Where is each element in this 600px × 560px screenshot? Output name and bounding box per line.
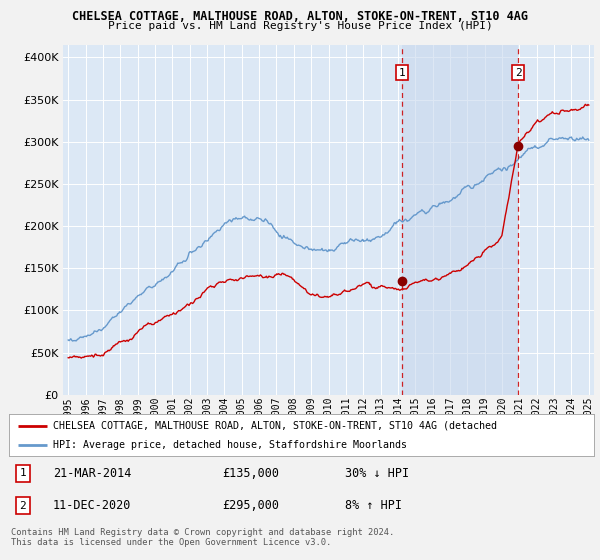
Text: CHELSEA COTTAGE, MALTHOUSE ROAD, ALTON, STOKE-ON-TRENT, ST10 4AG: CHELSEA COTTAGE, MALTHOUSE ROAD, ALTON, …	[72, 10, 528, 23]
Text: 8% ↑ HPI: 8% ↑ HPI	[346, 499, 403, 512]
Text: 30% ↓ HPI: 30% ↓ HPI	[346, 467, 409, 480]
Text: £295,000: £295,000	[223, 499, 280, 512]
Bar	[402, 45, 518, 395]
Text: 11-DEC-2020: 11-DEC-2020	[53, 499, 131, 512]
Text: Price paid vs. HM Land Registry's House Price Index (HPI): Price paid vs. HM Land Registry's House …	[107, 21, 493, 31]
Text: £135,000: £135,000	[223, 467, 280, 480]
Text: 2: 2	[20, 501, 26, 511]
Text: 2: 2	[515, 68, 522, 78]
Text: 1: 1	[20, 468, 26, 478]
Text: HPI: Average price, detached house, Staffordshire Moorlands: HPI: Average price, detached house, Staf…	[53, 440, 407, 450]
Text: Contains HM Land Registry data © Crown copyright and database right 2024.
This d: Contains HM Land Registry data © Crown c…	[11, 528, 394, 547]
Text: CHELSEA COTTAGE, MALTHOUSE ROAD, ALTON, STOKE-ON-TRENT, ST10 4AG (detached: CHELSEA COTTAGE, MALTHOUSE ROAD, ALTON, …	[53, 421, 497, 431]
Text: 1: 1	[398, 68, 405, 78]
Text: 21-MAR-2014: 21-MAR-2014	[53, 467, 131, 480]
